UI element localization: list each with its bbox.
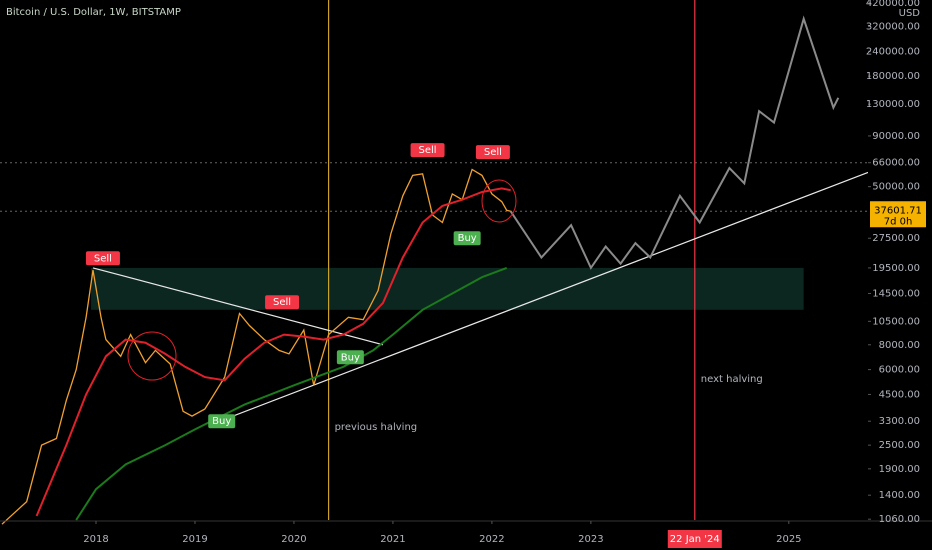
y-tick-label: 180000.00: [866, 71, 920, 82]
highlight-circle: [481, 179, 517, 223]
signal-box: [475, 145, 510, 160]
y-tick-label: 10500.00: [872, 316, 920, 327]
signal-box: [336, 350, 364, 365]
chart-title: Bitcoin / U.S. Dollar, 1W, BITSTAMP: [6, 7, 181, 18]
y-tick-label: 240000.00: [866, 46, 920, 57]
x-tick-label: 2022: [479, 534, 504, 545]
signal-label: Buy: [341, 352, 360, 363]
signal-box: [410, 143, 445, 158]
signal-label: Sell: [484, 147, 502, 158]
signal-label: Buy: [458, 233, 477, 244]
current-price-box: [870, 201, 926, 228]
countdown: 7d 0h: [884, 216, 913, 227]
x-tick-label: 2025: [776, 534, 801, 545]
current-price: 37601.71: [874, 205, 922, 216]
y-tick-label: 420000.00: [866, 0, 920, 9]
y-tick-label: 90000.00: [872, 131, 920, 142]
y-tick-label: 4500.00: [879, 389, 920, 400]
y-tick-label: 130000.00: [866, 99, 920, 110]
signal-label: Buy: [212, 416, 231, 427]
signal-label: Sell: [94, 253, 112, 264]
y-tick-label: 19500.00: [872, 263, 920, 274]
signal-box: [453, 231, 481, 246]
x-tick-label: 2023: [578, 534, 603, 545]
signal-label: Sell: [273, 297, 291, 308]
series-line: [1, 168, 511, 525]
y-tick-label: 50000.00: [872, 182, 920, 193]
x-tick-label: 2021: [380, 534, 405, 545]
y-tick-label: 3300.00: [879, 416, 920, 427]
event-label: next halving: [701, 374, 763, 385]
signal-box: [85, 251, 120, 266]
y-tick-label: 14500.00: [872, 288, 920, 299]
highlight-circle: [127, 331, 177, 381]
unit-label: USD: [899, 8, 921, 19]
plot-area: [0, 0, 869, 525]
x-tick-label: 2019: [182, 534, 207, 545]
trendline: [92, 267, 384, 346]
signal-box: [208, 414, 236, 429]
y-tick-label: 1900.00: [879, 464, 920, 475]
y-tick-label: 6000.00: [879, 365, 920, 376]
y-tick-label: 8000.00: [879, 340, 920, 351]
series-line: [509, 15, 840, 270]
axis-label-box: [667, 530, 722, 548]
trendline: [219, 171, 869, 422]
y-tick-label: 2500.00: [879, 440, 920, 451]
signal-box: [265, 295, 300, 310]
series-line: [75, 266, 508, 521]
x-tick-label: 2018: [83, 534, 108, 545]
axis-label: 22 Jan '24: [670, 534, 720, 545]
price-axis: [868, 0, 932, 522]
y-tick-label: 1400.00: [879, 490, 920, 501]
y-tick-label: 66000.00: [872, 158, 920, 169]
price-zone: [91, 267, 804, 310]
y-tick-label: 1060.00: [879, 514, 920, 525]
series-line: [35, 187, 511, 517]
x-tick-label: 2020: [281, 534, 306, 545]
event-label: previous halving: [335, 422, 418, 433]
y-tick-label: 320000.00: [866, 21, 920, 32]
signal-label: Sell: [419, 145, 437, 156]
y-tick-label: 27500.00: [872, 233, 920, 244]
